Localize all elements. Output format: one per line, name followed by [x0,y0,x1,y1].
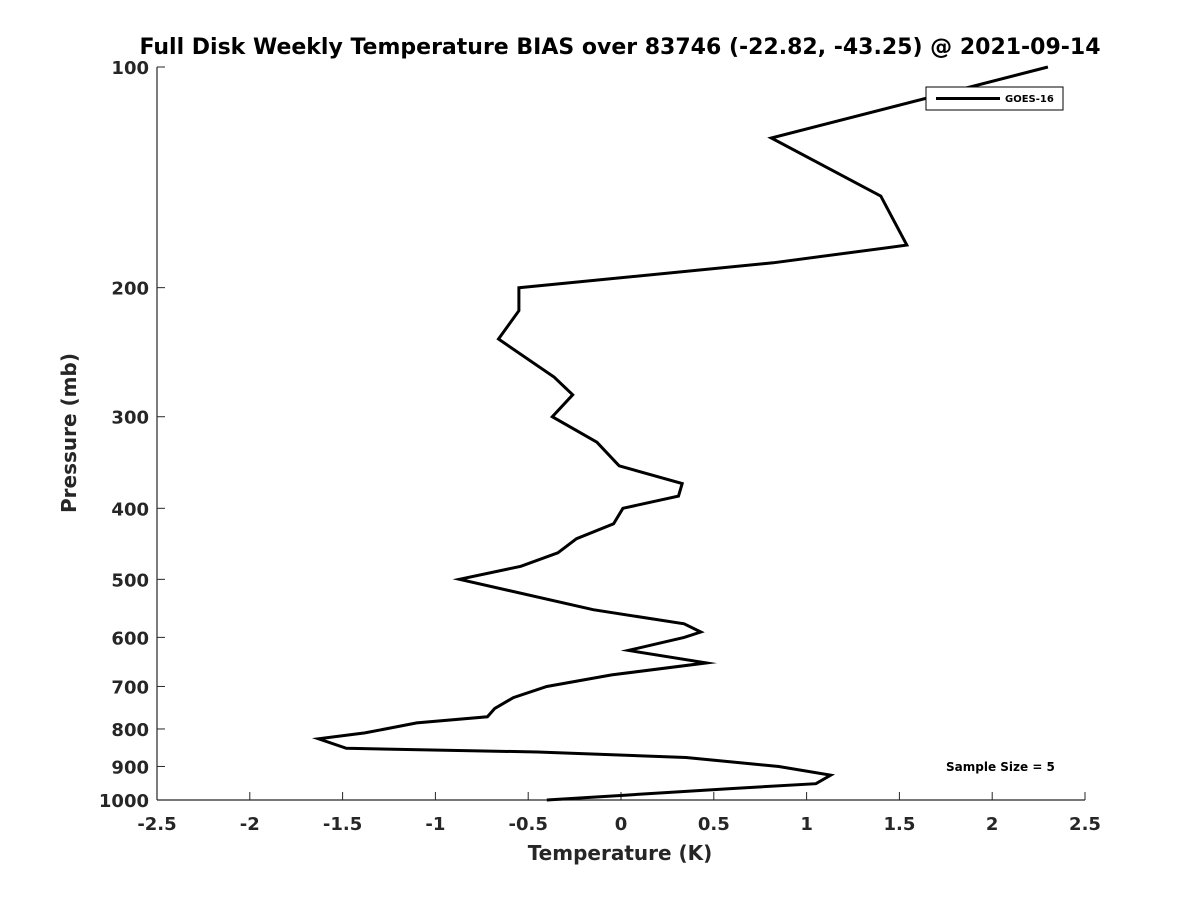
y-tick-label: 400 [111,499,149,520]
y-tick-label: 500 [111,570,149,591]
x-axis-label: Temperature (K) [528,841,713,865]
y-tick-label: 800 [111,720,149,741]
y-tick-label: 1000 [99,791,149,812]
x-tick-label: 1.5 [883,814,915,835]
x-tick-label: 2.5 [1069,814,1101,835]
x-tick-label: -0.5 [509,814,548,835]
x-tick-label: 2 [986,814,999,835]
x-tick-label: 1 [800,814,813,835]
x-tick-label: -1 [425,814,445,835]
x-tick-label: 0 [615,814,628,835]
x-axis: -2.5 -2 -1.5 -1 -0.5 0 0.5 1 1.5 2 2.5 [137,792,1101,835]
y-tick-label: 300 [111,408,149,429]
plot-area [157,67,1085,800]
y-axis: 100 200 300 400 500 600 700 800 900 1000 [99,58,165,812]
sample-size-annotation: Sample Size = 5 [946,760,1055,774]
legend-label-goes-16: GOES-16 [1005,94,1054,105]
y-tick-label: 700 [111,677,149,698]
y-tick-label: 100 [111,58,149,79]
chart-title: Full Disk Weekly Temperature BIAS over 8… [139,35,1100,60]
x-tick-label: 0.5 [698,814,730,835]
y-axis-label: Pressure (mb) [57,353,81,513]
series-line-goes-16 [311,65,1049,802]
x-tick-label: -2.5 [137,814,176,835]
axes-box [157,67,1085,800]
y-tick-label: 900 [111,757,149,778]
x-tick-label: -2 [240,814,260,835]
y-tick-label: 600 [111,628,149,649]
x-tick-label: -1.5 [323,814,362,835]
y-tick-label: 200 [111,279,149,300]
series-layer [311,65,1049,802]
legend: GOES-16 [925,86,1064,111]
